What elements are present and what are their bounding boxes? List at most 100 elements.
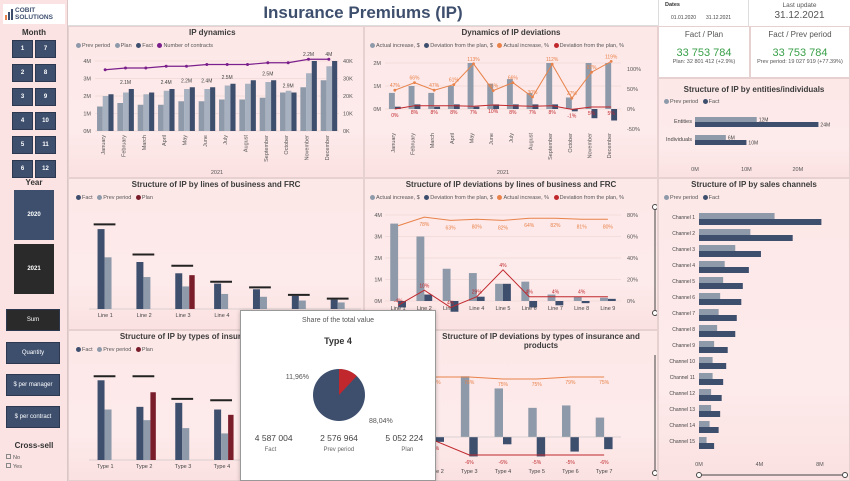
measure-quantity-button[interactable]: Quantity xyxy=(6,342,60,364)
crosssell-no-label: No xyxy=(13,455,21,461)
bar-plan xyxy=(102,96,109,131)
ip-deviations-title: Dynamics of IP deviations xyxy=(461,28,561,37)
month-button-1[interactable]: 1 xyxy=(12,40,33,58)
bar-dev xyxy=(536,437,546,457)
contracts-line xyxy=(105,58,329,71)
legend-plan-t: Plan xyxy=(141,347,153,353)
x-tick: Line 4 xyxy=(214,313,229,319)
data-label: 2.4M xyxy=(161,80,172,86)
measure-per-manager-button[interactable]: $ per manager xyxy=(6,374,60,396)
crosssell-option-no[interactable]: No xyxy=(6,454,20,461)
date-to[interactable]: 31.12.2021 xyxy=(706,15,732,21)
bar-prev xyxy=(699,325,718,331)
year-button-2021[interactable]: 2021 xyxy=(14,244,54,294)
channels-chart: Channel 1 Channel 2 Channel 3 Channel 4 Chan… xyxy=(669,213,848,478)
bar-fact xyxy=(699,363,727,369)
category-label: Channel 7 xyxy=(672,311,695,317)
panel-lob[interactable]: Structure of IP by lines of business and… xyxy=(68,178,364,330)
y-tick: 0M xyxy=(374,299,382,305)
bar-dev xyxy=(503,437,512,445)
bar-prev xyxy=(699,277,724,283)
y2-tick: 30K xyxy=(343,77,353,83)
data-label: 2.5M xyxy=(222,75,233,81)
bar-actual xyxy=(526,92,533,109)
tooltip-label-plan: Plan xyxy=(401,447,414,453)
month-button-7[interactable]: 7 xyxy=(35,40,56,58)
legend-actual-pct: Actual increase, % xyxy=(503,43,550,49)
year-button-2020[interactable]: 2020 xyxy=(14,190,54,240)
bar-fact xyxy=(149,92,155,131)
lob-title: Structure of IP by lines of business and… xyxy=(131,180,301,189)
tooltip-pie: 11,96% 88,04% xyxy=(286,369,393,425)
month-button-5[interactable]: 5 xyxy=(12,136,33,154)
x-tick: June xyxy=(203,135,209,147)
bar-actual xyxy=(562,405,571,437)
x-tick: Line 3 xyxy=(176,313,191,319)
contracts-point xyxy=(266,61,270,65)
month-button-2[interactable]: 2 xyxy=(12,64,33,82)
y-tick: 1M xyxy=(374,278,382,284)
bar-fact xyxy=(250,80,256,131)
panel-ip-dynamics[interactable]: IP dynamics Prev period Plan Fact Number… xyxy=(68,26,364,178)
bar-actual xyxy=(506,79,513,109)
month-button-6[interactable]: 6 xyxy=(12,160,33,178)
actual-pct-label: 82% xyxy=(498,225,509,231)
month-button-3[interactable]: 3 xyxy=(12,88,33,106)
bar-dev xyxy=(435,437,444,442)
brand-line2: SOLUTIONS xyxy=(15,14,53,21)
legend-fact: Fact xyxy=(142,43,153,49)
actual-pct-label: 112% xyxy=(546,57,559,63)
measure-sum-button[interactable]: Sum xyxy=(6,309,60,331)
y2-tick: 60% xyxy=(627,235,638,241)
x-tick: Type 4 xyxy=(495,469,512,475)
panel-entities[interactable]: Structure of IP by entities/individuals … xyxy=(658,78,850,178)
actual-pct-label: 113% xyxy=(467,57,480,63)
dev-pct-label: -6% xyxy=(465,460,474,466)
bar-fact xyxy=(291,295,299,309)
y-tick: 1M xyxy=(373,84,381,90)
bar-actual xyxy=(521,281,530,301)
panel-ip-deviations[interactable]: Dynamics of IP deviations Actual increas… xyxy=(364,26,658,178)
dev-pct-label: -6% xyxy=(499,460,508,466)
bar-fact xyxy=(189,87,195,131)
category-label: Channel 5 xyxy=(672,279,695,285)
month-button-12[interactable]: 12 xyxy=(35,160,56,178)
month-button-11[interactable]: 11 xyxy=(35,136,56,154)
measure-per-contract-button[interactable]: $ per contract xyxy=(6,406,60,428)
month-button-8[interactable]: 8 xyxy=(35,64,56,82)
bar-prev xyxy=(699,421,710,427)
actual-pct-label: 75% xyxy=(599,380,610,386)
dev-pct-label: -6% xyxy=(600,460,609,466)
month-button-10[interactable]: 10 xyxy=(35,112,56,130)
lob-legend: Fact Prev period Plan xyxy=(73,195,153,201)
page-title-bar: Insurance Premiums (IP) xyxy=(68,0,658,26)
category-label: Channel 10 xyxy=(669,359,695,365)
date-from[interactable]: 01.01.2020 xyxy=(671,15,697,21)
contracts-point xyxy=(327,57,331,61)
month-button-4[interactable]: 4 xyxy=(12,112,33,130)
x-tick: 0M xyxy=(691,167,699,173)
panel-lob-dev[interactable]: Structure of IP deviations by lines of b… xyxy=(364,178,658,330)
crosssell-yes-label: Yes xyxy=(13,464,22,470)
panel-channels[interactable]: Structure of IP by sales channels Prev p… xyxy=(658,178,850,481)
bar-fact xyxy=(330,299,338,309)
legend-lobdev-c: Actual increase, % xyxy=(503,195,550,201)
legend-fact-lob: Fact xyxy=(82,195,93,201)
bar-fact xyxy=(108,94,114,131)
bar-plan xyxy=(245,83,251,131)
bar-dev xyxy=(398,301,406,308)
actual-pct-point xyxy=(531,95,534,99)
legend-prev-t: Prev period xyxy=(103,347,132,353)
y-tick: 2M xyxy=(373,61,381,67)
month-button-9[interactable]: 9 xyxy=(35,88,56,106)
bar-fact xyxy=(699,395,722,401)
dev-pct-label: 7% xyxy=(470,110,478,116)
actual-pct-label: 75% xyxy=(498,382,509,388)
bar-actual xyxy=(573,296,582,301)
bar-actual xyxy=(442,268,451,301)
x-tick: December xyxy=(607,133,613,159)
x-tick: January xyxy=(101,135,107,155)
crosssell-option-yes[interactable]: Yes xyxy=(6,463,22,470)
x-tick: July xyxy=(223,135,229,145)
x-tick: July xyxy=(509,133,515,143)
